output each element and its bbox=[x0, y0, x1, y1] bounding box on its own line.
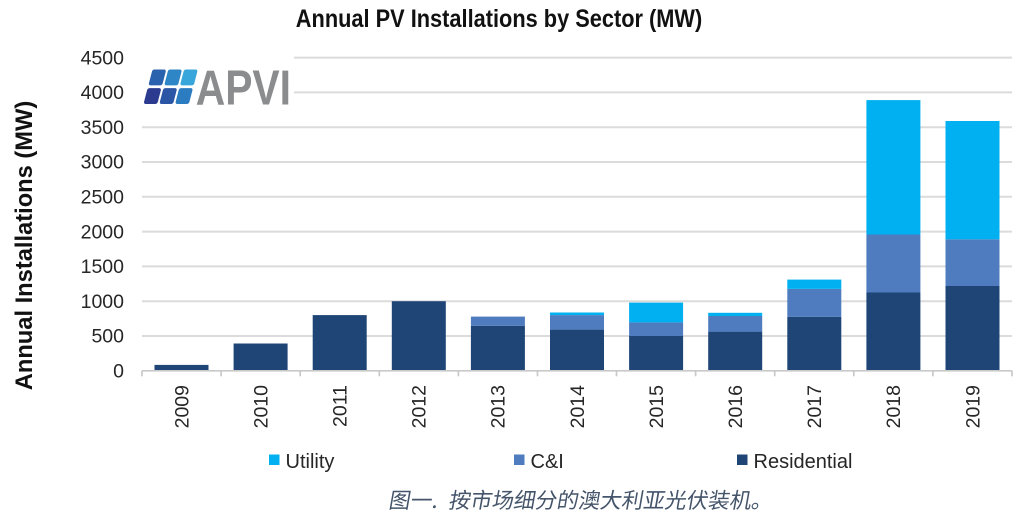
svg-text:3000: 3000 bbox=[81, 152, 125, 174]
svg-text:1500: 1500 bbox=[81, 256, 125, 278]
svg-text:2016: 2016 bbox=[725, 385, 747, 428]
svg-text:500: 500 bbox=[91, 326, 124, 348]
svg-text:4500: 4500 bbox=[81, 47, 125, 69]
svg-text:1000: 1000 bbox=[81, 291, 125, 313]
svg-text:APVI: APVI bbox=[196, 60, 291, 116]
svg-text:2010: 2010 bbox=[250, 385, 272, 429]
svg-text:3500: 3500 bbox=[81, 117, 125, 139]
svg-text:Annual PV Installations by Sec: Annual PV Installations by Sector (MW) bbox=[296, 5, 702, 33]
svg-text:2012: 2012 bbox=[409, 385, 431, 428]
svg-text:2013: 2013 bbox=[488, 385, 510, 428]
svg-text:2015: 2015 bbox=[646, 385, 668, 429]
svg-text:2019: 2019 bbox=[962, 385, 984, 428]
svg-text:2011: 2011 bbox=[330, 385, 352, 427]
svg-text:0: 0 bbox=[113, 361, 124, 383]
svg-text:2018: 2018 bbox=[883, 385, 905, 428]
svg-text:2014: 2014 bbox=[567, 385, 589, 429]
svg-text:Residential: Residential bbox=[754, 451, 853, 473]
svg-text:2017: 2017 bbox=[804, 385, 826, 428]
svg-text:C&I: C&I bbox=[531, 451, 564, 473]
svg-text:Annual Installations (MW): Annual Installations (MW) bbox=[12, 101, 38, 391]
svg-text:2000: 2000 bbox=[81, 221, 125, 243]
svg-text:2500: 2500 bbox=[81, 187, 125, 209]
svg-text:2009: 2009 bbox=[171, 385, 193, 428]
svg-text:Utility: Utility bbox=[286, 451, 335, 473]
svg-text:4000: 4000 bbox=[81, 82, 125, 104]
